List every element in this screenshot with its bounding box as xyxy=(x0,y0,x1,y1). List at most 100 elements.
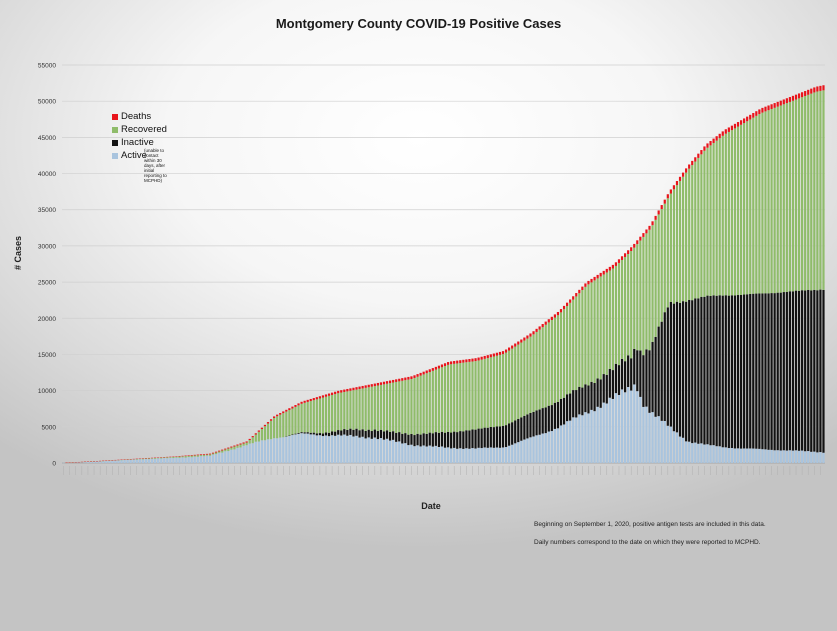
bar-deaths xyxy=(575,293,578,297)
bar-active xyxy=(111,460,114,463)
bar-stack xyxy=(495,352,499,463)
bar-inactive xyxy=(547,405,550,432)
bar-recovered xyxy=(373,386,376,430)
bar-active xyxy=(807,451,810,463)
bar-deaths xyxy=(700,150,703,155)
bar-deaths xyxy=(221,449,224,451)
bar-active xyxy=(120,460,123,463)
bar-inactive xyxy=(697,298,700,444)
bar-deaths xyxy=(199,454,202,456)
bar-active xyxy=(688,441,691,463)
bar-active xyxy=(227,451,230,463)
bar-active xyxy=(373,437,376,463)
bar-inactive xyxy=(422,433,425,446)
bar-deaths xyxy=(437,365,441,369)
bar-stack xyxy=(410,376,413,463)
bar-inactive xyxy=(337,430,340,435)
bar-inactive xyxy=(300,432,303,434)
bar-inactive xyxy=(532,411,535,437)
bar-inactive xyxy=(767,293,770,450)
bar-stack xyxy=(532,331,535,463)
bar-recovered xyxy=(776,106,779,293)
bar-recovered xyxy=(739,124,743,295)
bar-stack xyxy=(569,299,572,463)
bar-stack xyxy=(489,354,492,463)
bar-deaths xyxy=(407,376,410,380)
bar-inactive xyxy=(779,292,782,451)
bar-active xyxy=(370,438,373,463)
bar-stack xyxy=(801,92,804,463)
bar-recovered xyxy=(303,402,306,433)
bar-active xyxy=(700,443,703,463)
bar-stack xyxy=(584,283,587,463)
bar-active xyxy=(269,439,273,463)
bar-inactive xyxy=(709,295,712,446)
bar-stack xyxy=(556,311,560,463)
bar-inactive xyxy=(575,390,578,418)
bar-stack xyxy=(147,457,151,463)
bar-recovered xyxy=(508,350,511,424)
bar-inactive xyxy=(739,294,743,449)
bar-recovered xyxy=(639,240,642,351)
bar-active xyxy=(221,452,224,463)
bar-deaths xyxy=(627,250,630,254)
bar-inactive xyxy=(761,293,764,450)
bar-deaths xyxy=(709,141,712,146)
bar-stack xyxy=(712,138,715,463)
bar-inactive xyxy=(562,397,566,425)
bar-active xyxy=(703,444,706,463)
bar-recovered xyxy=(263,426,267,441)
bar-deaths xyxy=(279,413,282,415)
bars xyxy=(62,85,825,464)
bar-recovered xyxy=(431,370,434,434)
bar-active xyxy=(233,449,236,463)
bar-deaths xyxy=(297,403,300,406)
bar-stack xyxy=(321,395,325,463)
bar-inactive xyxy=(318,433,321,436)
bar-inactive xyxy=(633,348,636,385)
bar-stack xyxy=(782,99,785,463)
bar-inactive xyxy=(746,294,749,449)
bar-stack xyxy=(471,358,474,463)
bar-active xyxy=(453,447,456,463)
bar-recovered xyxy=(501,354,505,426)
bar-active xyxy=(584,412,587,463)
bar-stack xyxy=(764,106,767,463)
bar-stack xyxy=(96,461,99,463)
bar-inactive xyxy=(373,429,376,438)
bar-active xyxy=(163,458,166,463)
bar-deaths xyxy=(639,236,642,241)
bar-stack xyxy=(89,461,93,463)
bar-deaths xyxy=(495,352,499,356)
bar-stack xyxy=(385,381,389,463)
bar-deaths xyxy=(819,85,822,91)
bar-recovered xyxy=(721,135,724,296)
bar-active xyxy=(407,445,410,463)
bar-stack xyxy=(355,387,358,463)
bar-recovered xyxy=(538,329,541,410)
bar-recovered xyxy=(620,259,624,359)
bar-recovered xyxy=(251,437,254,444)
bar-recovered xyxy=(211,453,215,455)
bar-inactive xyxy=(813,289,816,452)
bar-inactive xyxy=(691,300,694,444)
bar-recovered xyxy=(175,456,178,458)
bar-inactive xyxy=(630,358,633,391)
bar-stack xyxy=(309,398,312,463)
bar-active xyxy=(190,457,193,463)
bar-deaths xyxy=(706,143,709,148)
bar-inactive xyxy=(440,431,444,447)
bar-recovered xyxy=(361,388,364,430)
bar-inactive xyxy=(681,301,685,438)
bar-inactive xyxy=(666,307,669,426)
bar-deaths xyxy=(797,93,801,99)
bar-recovered xyxy=(703,150,706,297)
bar-active xyxy=(211,454,215,463)
bar-recovered xyxy=(797,98,801,291)
bar-active xyxy=(431,446,434,463)
bar-deaths xyxy=(538,326,541,330)
bar-stack xyxy=(657,210,660,463)
bar-stack xyxy=(727,127,730,463)
bar-active xyxy=(743,448,746,463)
